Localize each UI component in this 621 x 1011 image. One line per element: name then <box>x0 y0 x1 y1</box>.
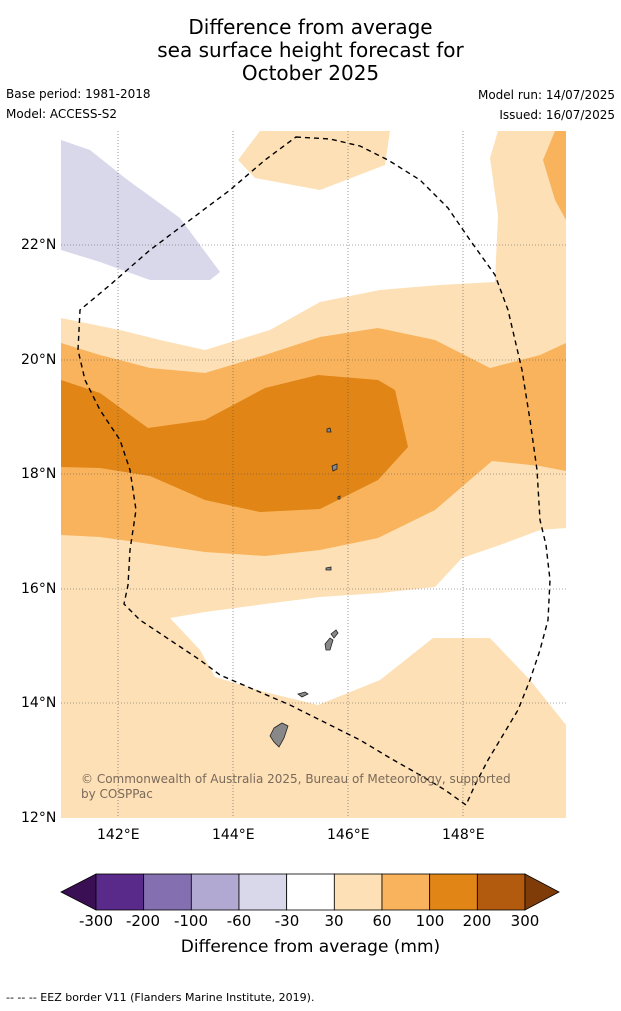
colorbar-swatch <box>143 873 192 911</box>
lat-label-14n: 14°N <box>21 695 57 711</box>
colorbar-label: 100 <box>415 912 445 930</box>
island-saipan <box>324 637 334 651</box>
band-100-200 <box>61 375 408 512</box>
colorbar-label: 60 <box>372 912 392 930</box>
colorbar-label: -300 <box>78 912 114 930</box>
eez-legend-note: -- -- -- EEZ border V11 (Flanders Marine… <box>6 991 315 1004</box>
title-line-2: sea surface height forecast for <box>157 38 464 62</box>
colorbar-label: -100 <box>173 912 209 930</box>
lon-label-146e: 146°E <box>327 827 370 843</box>
title-line-1: Difference from average <box>188 15 433 39</box>
colorbar-swatch <box>238 873 288 911</box>
lat-label-18n: 18°N <box>21 466 57 482</box>
colorbar-swatch <box>333 873 383 911</box>
title-line-3: October 2025 <box>241 61 380 85</box>
lon-label-148e: 148°E <box>442 827 485 843</box>
band-neutral-north <box>61 131 498 350</box>
eez-border <box>77 136 551 807</box>
colorbar <box>60 873 560 911</box>
colorbar-title: Difference from average (mm) <box>180 937 441 957</box>
band-neutral-south <box>170 528 566 725</box>
issued-date: Issued: 16/07/2025 <box>499 108 615 122</box>
lon-label-144e: 144°E <box>212 827 255 843</box>
colorbar-swatch <box>190 873 240 911</box>
colorbar-swatch <box>476 873 526 911</box>
colorbar-extend-high <box>524 873 560 911</box>
colorbar-label: -30 <box>274 912 300 930</box>
island-rota <box>297 691 309 698</box>
lon-label-142e: 142°E <box>97 827 140 843</box>
base-period: Base period: 1981-2018 <box>6 87 151 101</box>
colorbar-swatch <box>381 873 431 911</box>
colorbar-label: 200 <box>462 912 492 930</box>
lat-label-20n: 20°N <box>21 352 57 368</box>
colorbar-extend-low <box>60 873 97 911</box>
colorbar-swatch <box>95 873 145 911</box>
lat-label-12n: 12°N <box>21 810 57 826</box>
lat-label-16n: 16°N <box>21 581 57 597</box>
anomaly-contours <box>61 131 566 818</box>
copyright-credit: © Commonwealth of Australia 2025, Bureau… <box>81 772 511 801</box>
colorbar-label: 30 <box>324 912 344 930</box>
colorbar-swatch <box>286 873 335 911</box>
islands <box>269 427 341 748</box>
island-tinian <box>330 629 339 639</box>
colorbar-swatch <box>429 873 478 911</box>
graticule <box>61 131 566 818</box>
colorbar-label: 300 <box>510 912 540 930</box>
island-guam <box>269 722 289 748</box>
lat-label-22n: 22°N <box>21 237 57 253</box>
model-run-date: Model run: 14/07/2025 <box>477 88 615 102</box>
band-60-100-corner <box>543 131 566 220</box>
model-name: Model: ACCESS-S2 <box>6 107 118 121</box>
colorbar-label: -60 <box>226 912 252 930</box>
map-title: Difference from average sea surface heig… <box>0 16 621 85</box>
colorbar-label: -200 <box>125 912 161 930</box>
